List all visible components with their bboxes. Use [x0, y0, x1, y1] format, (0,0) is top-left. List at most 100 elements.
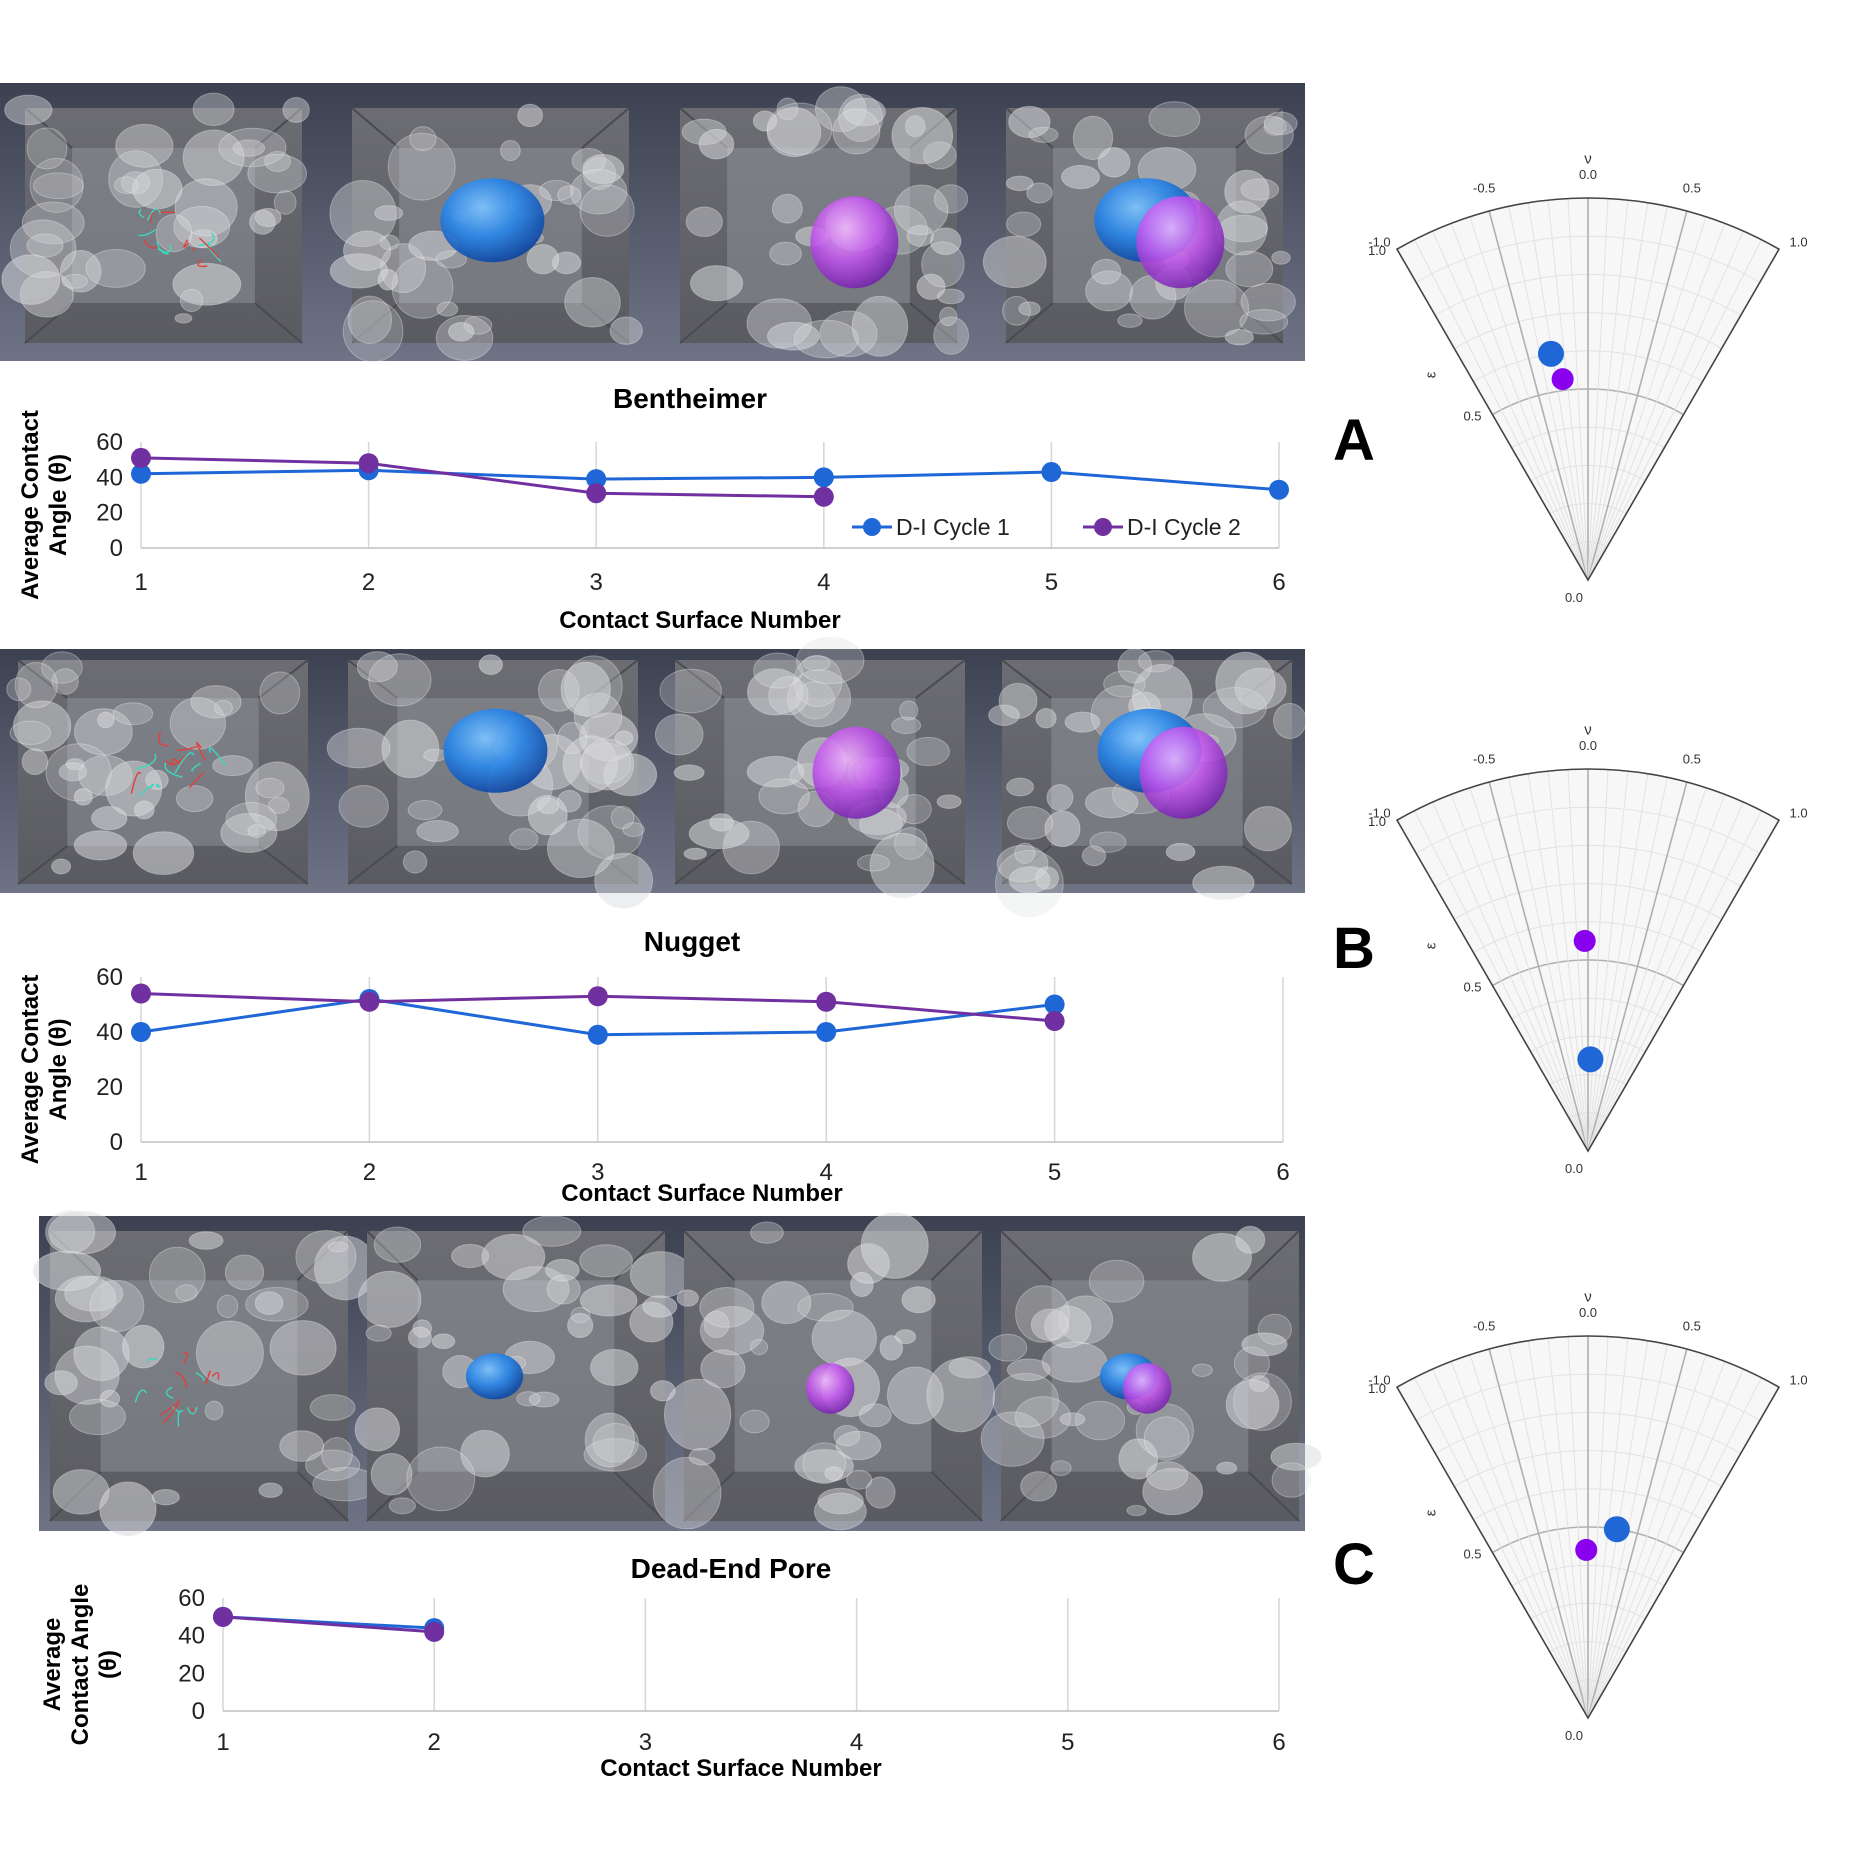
data-point-cycle2 — [424, 1621, 445, 1642]
radial-tick-label: 1.0 — [1368, 814, 1386, 829]
grain-surface — [32, 1250, 102, 1292]
grain-surface — [225, 802, 278, 836]
legend-label-cycle2: D-I Cycle 2 — [1127, 514, 1241, 540]
legend-marker-cycle1 — [863, 518, 881, 536]
grain-surface — [700, 1349, 746, 1389]
data-point-cycle1 — [813, 467, 834, 488]
y-tick-label: 20 — [178, 1660, 205, 1687]
grain-surface — [832, 108, 881, 155]
grain-surface — [988, 1333, 1028, 1362]
grain-surface — [1117, 313, 1143, 328]
grain-surface — [1126, 1504, 1147, 1517]
angular-tick-label: -0.5 — [1473, 752, 1495, 767]
contact-line — [195, 1371, 205, 1382]
grain-surface — [579, 1244, 633, 1278]
grain-surface — [1044, 810, 1081, 848]
grain-surface — [1271, 1462, 1312, 1498]
y-axis-label: Average Contact Angle (θ) — [17, 410, 72, 600]
grain-surface — [1088, 1259, 1145, 1303]
contact-line — [150, 212, 155, 223]
grain-surface — [1072, 115, 1114, 161]
grain-surface — [342, 300, 404, 363]
grain-surface — [1271, 250, 1291, 265]
grain-surface — [478, 654, 503, 676]
grain-surface — [509, 828, 539, 850]
grain-surface — [258, 1482, 283, 1498]
grain-surface — [244, 761, 310, 832]
grain-surface — [169, 696, 227, 750]
grain-surface — [522, 1215, 582, 1247]
grain-surface — [1270, 1442, 1322, 1471]
grain-surface — [1008, 866, 1051, 894]
angular-gridline — [1587, 223, 1726, 581]
grain-surface — [699, 1306, 765, 1356]
y-tick-label: 0 — [110, 535, 123, 562]
grain-surface — [321, 1436, 353, 1472]
grain-surface — [769, 241, 802, 266]
grain-surface — [374, 205, 404, 222]
grain-surface — [858, 1403, 892, 1428]
grain-surface — [590, 1348, 639, 1386]
grain-surface — [1091, 258, 1122, 285]
box-edge — [915, 659, 966, 699]
box-edge — [347, 845, 398, 885]
x-tick-label: 5 — [1061, 1729, 1074, 1756]
grain-surface — [1118, 1438, 1159, 1480]
grain-surface — [204, 1400, 224, 1421]
grain-surface — [802, 1442, 846, 1485]
grain-surface — [192, 92, 235, 127]
box-edge — [581, 107, 630, 149]
grain-surface — [1224, 169, 1270, 214]
y-tick-label: 40 — [178, 1623, 205, 1650]
grain-surface — [1216, 1461, 1238, 1475]
grain-surface — [1014, 842, 1036, 864]
grain-surface — [370, 1452, 413, 1496]
grain-surface — [112, 702, 154, 726]
grain-surface — [819, 310, 878, 358]
grain-surface — [59, 249, 102, 293]
angular-gridline — [1527, 202, 1589, 581]
grain-surface — [906, 736, 950, 767]
grain-surface — [850, 1271, 874, 1298]
radial-axis-label: ε — [1423, 1509, 1440, 1516]
grain-surface — [1241, 1332, 1288, 1357]
grain-surface — [517, 103, 544, 128]
grain-surface — [1006, 1358, 1051, 1382]
grain-surface — [1192, 865, 1255, 901]
rendering-tile — [652, 1212, 996, 1531]
grain-surface — [51, 668, 79, 695]
box-edge — [588, 845, 639, 885]
grain-surface — [1030, 1308, 1070, 1341]
panel-letter-c: C — [1333, 1532, 1375, 1597]
grain-surface — [1184, 279, 1250, 338]
grain-surface — [580, 738, 635, 791]
x-tick-label: 2 — [363, 1159, 376, 1186]
grain-surface — [766, 102, 833, 156]
grain-surface — [886, 1366, 944, 1425]
grain-surface — [224, 1254, 265, 1291]
grain-surface — [21, 201, 85, 245]
box-edge — [24, 302, 73, 344]
grain-surface — [1224, 328, 1254, 346]
data-point-cycle2 — [131, 983, 151, 1004]
grain-surface — [869, 832, 935, 899]
grain-surface — [673, 764, 705, 781]
angular-gridline — [1567, 198, 1589, 581]
angular-gridline — [1587, 200, 1629, 581]
grain-surface — [1089, 831, 1127, 853]
angular-gridline — [1547, 1338, 1589, 1719]
grain-surface — [528, 1391, 560, 1408]
angular-gridline — [1587, 794, 1726, 1152]
angular-gridline — [1587, 206, 1668, 581]
fan-point-cycle1 — [1603, 1516, 1630, 1543]
grain-surface — [746, 755, 805, 788]
grain-surface — [309, 1394, 356, 1421]
box-edge — [613, 1470, 666, 1522]
grain-surface — [766, 107, 822, 158]
grain-surface — [699, 1287, 755, 1328]
grain-surface — [254, 1291, 284, 1316]
box-edge — [909, 302, 958, 344]
grain-surface — [676, 1289, 699, 1307]
contact-line — [146, 208, 161, 221]
